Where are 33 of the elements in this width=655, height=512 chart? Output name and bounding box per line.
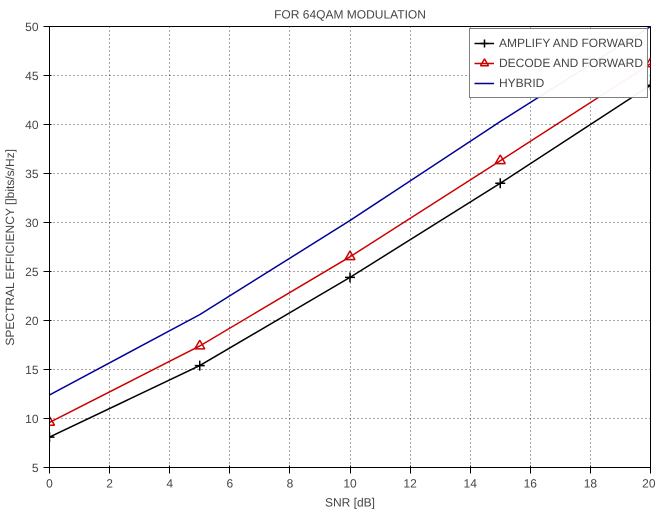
y-tick-label: 15 <box>25 363 39 377</box>
y-tick-label: 25 <box>25 265 39 279</box>
y-tick-label: 45 <box>25 69 39 83</box>
y-tick-label: 20 <box>25 314 39 328</box>
x-tick-label: 4 <box>166 476 174 490</box>
chart-title: FOR 64QAM MODULATION <box>274 8 426 22</box>
x-tick-label: 16 <box>524 476 538 490</box>
point <box>194 339 206 350</box>
x-tick-label: 10 <box>343 476 357 490</box>
y-tick-label: 35 <box>25 167 39 181</box>
x-tick-label: 6 <box>226 476 234 490</box>
y-tick-label: 5 <box>32 461 39 475</box>
x-tick-label: 8 <box>286 476 294 490</box>
point <box>344 250 356 260</box>
legend-label: AMPLIFY AND FORWARD <box>498 36 643 50</box>
point <box>194 360 206 372</box>
x-axis-title: SNR [dB] <box>324 496 376 510</box>
y-tick-label: 40 <box>25 118 39 132</box>
point <box>494 178 506 190</box>
legend-label: DECODE AND FORWARD <box>498 56 643 70</box>
x-tick-label: 2 <box>106 476 114 490</box>
point <box>494 154 506 164</box>
y-tick-label: 30 <box>25 216 39 230</box>
legend-label: HYBRID <box>498 76 544 90</box>
x-tick-label: 18 <box>584 476 598 490</box>
y-axis-title: SPECTRAL EFFICIENCY []bits/s/Hz] <box>3 148 18 346</box>
y-tick-label: 50 <box>25 20 39 34</box>
x-tick-label: 0 <box>46 476 54 490</box>
x-tick-label: 14 <box>464 476 478 490</box>
y-tick-label: 10 <box>25 412 39 426</box>
point <box>344 272 356 284</box>
x-tick-label: 12 <box>403 476 418 490</box>
x-tick-label: 20 <box>642 476 655 490</box>
